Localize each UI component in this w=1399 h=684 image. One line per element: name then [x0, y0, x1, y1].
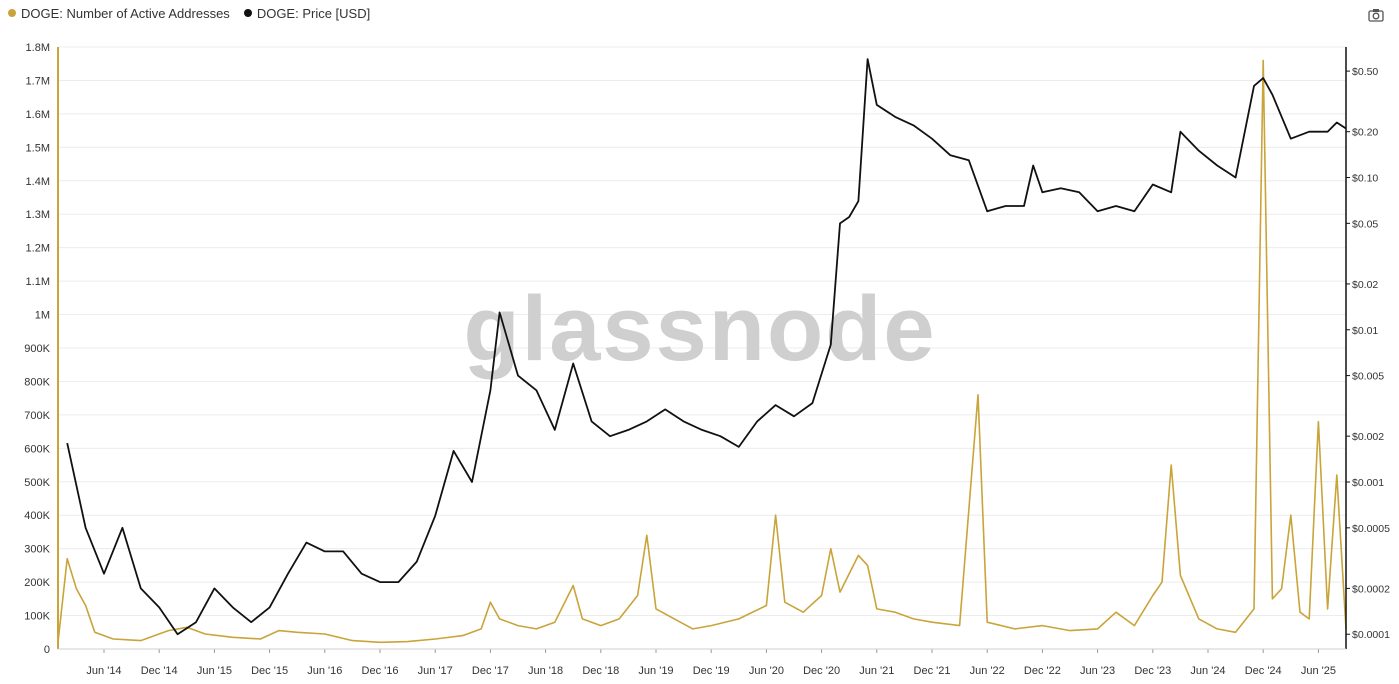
- chart-legend: DOGE: Number of Active Addresses DOGE: P…: [8, 4, 384, 22]
- series-active-addresses-line: [57, 59, 1347, 644]
- x-tick-label: Jun '17: [418, 665, 453, 677]
- y-left-tick-label: 1.2M: [26, 243, 50, 255]
- camera-icon[interactable]: [1368, 8, 1384, 22]
- x-tick-label: Jun '20: [749, 665, 784, 677]
- gridlines: [58, 46, 1346, 650]
- x-tick-label: Dec '16: [362, 665, 399, 677]
- y-left-tick-label: 800K: [24, 376, 50, 388]
- series-layer: [57, 58, 1347, 644]
- series-price-line: [66, 58, 1347, 636]
- legend-item-price[interactable]: DOGE: Price [USD]: [243, 5, 371, 21]
- y-left-tick-label: 1.5M: [26, 142, 50, 154]
- y-left-tick-label: 500K: [24, 477, 50, 489]
- y-right-tick-label: $0.05: [1352, 218, 1378, 230]
- y-left-tick-label: 400K: [24, 510, 50, 522]
- x-tick-label: Dec '15: [251, 665, 288, 677]
- y-left-tick-label: 1.6M: [26, 109, 50, 121]
- y-right-tick-label: $0.0005: [1352, 523, 1390, 535]
- x-tick-label: Dec '14: [141, 665, 178, 677]
- x-tick-label: Dec '20: [803, 665, 840, 677]
- y-left-tick-label: 1.8M: [26, 42, 50, 54]
- x-tick-label: Jun '21: [859, 665, 894, 677]
- x-tick-label: Jun '14: [86, 665, 121, 677]
- y-left-tick-label: 700K: [24, 410, 50, 422]
- y-right-tick-label: $0.005: [1352, 371, 1384, 383]
- legend-label-active-addresses: DOGE: Number of Active Addresses: [21, 5, 230, 21]
- legend-label-price: DOGE: Price [USD]: [256, 5, 371, 21]
- y-left-tick-label: 1M: [35, 310, 50, 322]
- x-tick-label: Dec '21: [914, 665, 951, 677]
- y-right-tick-label: $0.01: [1352, 325, 1378, 337]
- x-tick-label: Dec '17: [472, 665, 509, 677]
- x-tick-label: Jun '19: [638, 665, 673, 677]
- x-tick-label: Dec '23: [1134, 665, 1171, 677]
- x-tick-label: Jun '24: [1190, 665, 1225, 677]
- y-left-tick-label: 300K: [24, 544, 50, 556]
- glassnode-watermark: glassnode: [463, 278, 936, 380]
- y-left-tick-label: 900K: [24, 343, 50, 355]
- y-left-tick-label: 1.3M: [26, 209, 50, 221]
- x-tick-label: Jun '22: [970, 665, 1005, 677]
- y-left-tick-label: 200K: [24, 577, 50, 589]
- legend-swatch-active-addresses: [8, 9, 16, 17]
- y-right-tick-label: $0.001: [1352, 477, 1384, 489]
- y-right-tick-label: $0.002: [1352, 431, 1384, 443]
- legend-swatch-price: [243, 9, 252, 17]
- y-left-tick-label: 600K: [24, 443, 50, 455]
- y-right-tick-label: $0.0001: [1352, 629, 1390, 641]
- axes: 0 100K 200K 300K 400K 500K 600K 700K 800K 900K 1M 1…: [24, 42, 1390, 677]
- y-left-tick-label: 0: [44, 644, 50, 656]
- y-right-tick-label: $0.02: [1352, 279, 1378, 291]
- x-tick-label: Jun '23: [1080, 665, 1115, 677]
- y-left-tick-label: 1.7M: [26, 75, 50, 87]
- y-left-tick-label: 1.4M: [26, 176, 50, 188]
- y-left-tick-label: 1.1M: [26, 276, 50, 288]
- x-tick-label: Jun '25: [1301, 665, 1336, 677]
- x-tick-label: Jun '15: [197, 665, 232, 677]
- x-tick-label: Dec '19: [693, 665, 730, 677]
- y-right-tick-label: $0.0002: [1352, 583, 1390, 595]
- y-left-tick-label: 100K: [24, 611, 50, 623]
- x-tick-label: Dec '18: [582, 665, 619, 677]
- x-tick-label: Jun '16: [307, 665, 342, 677]
- x-tick-label: Dec '22: [1024, 665, 1061, 677]
- x-tick-label: Dec '24: [1245, 665, 1282, 677]
- y-right-tick-label: $0.50: [1352, 66, 1378, 78]
- y-right-tick-label: $0.20: [1352, 127, 1378, 139]
- legend-item-active-addresses[interactable]: DOGE: Number of Active Addresses: [8, 6, 230, 21]
- x-tick-label: Jun '18: [528, 665, 563, 677]
- y-right-tick-label: $0.10: [1352, 173, 1378, 185]
